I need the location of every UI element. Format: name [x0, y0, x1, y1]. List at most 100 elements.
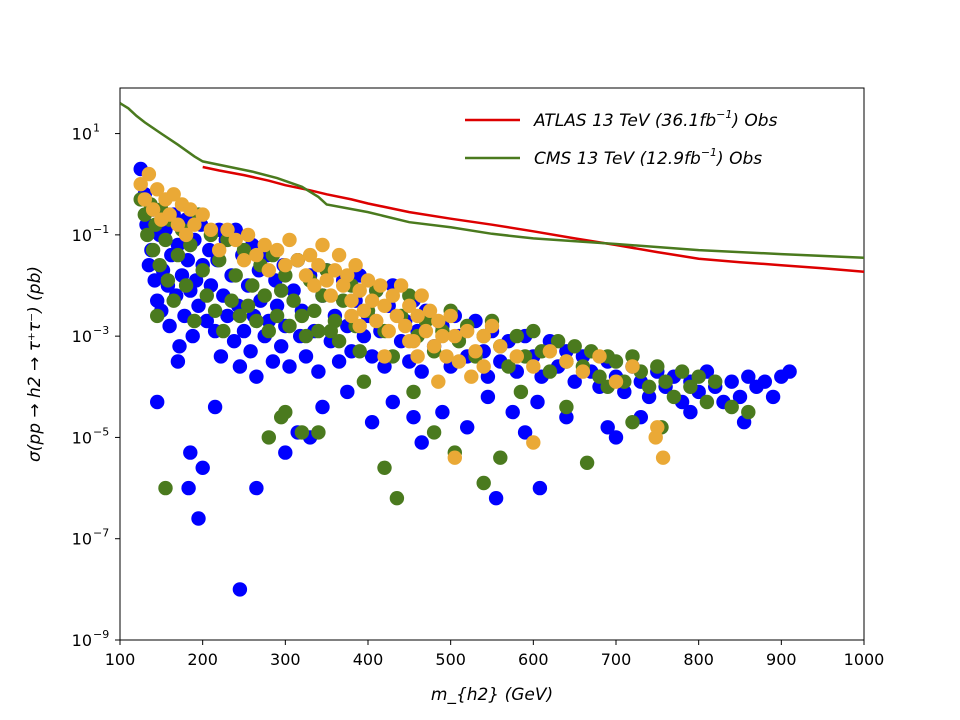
blue-point [311, 364, 326, 379]
orange-point [220, 222, 235, 237]
orange-point [290, 253, 305, 268]
orange-point [344, 293, 359, 308]
blue-point [414, 364, 429, 379]
orange-point [331, 247, 347, 263]
green-point [650, 359, 665, 374]
orange-point [625, 359, 640, 374]
green-point [240, 298, 256, 313]
blue-point [147, 273, 162, 288]
x-tick-label: 600 [518, 650, 549, 669]
x-tick-label: 500 [435, 650, 466, 669]
blue-point [226, 334, 242, 349]
blue-point [385, 394, 400, 410]
orange-point [133, 177, 148, 192]
blue-point [191, 511, 206, 526]
orange-point [212, 242, 227, 258]
y-tick-label: 10 [72, 125, 92, 144]
green-point [160, 273, 176, 288]
green-point [658, 374, 673, 389]
orange-point [183, 202, 198, 217]
green-point [323, 323, 338, 339]
green-point [278, 404, 293, 420]
green-point [691, 369, 706, 384]
orange-point [282, 232, 297, 248]
orange-point [447, 328, 462, 344]
orange-point [393, 278, 409, 293]
blue-point [199, 313, 214, 329]
blue-point [207, 399, 223, 415]
x-tick-label: 800 [683, 650, 714, 669]
x-tick-label: 300 [270, 650, 301, 669]
green-point [406, 384, 421, 400]
green-point [311, 425, 326, 440]
blue-point [567, 374, 582, 389]
green-point [158, 480, 173, 496]
legend-atlas-label: ATLAS 13 TeV (36.1fb−1) Obs [533, 108, 778, 131]
blue-point [183, 445, 198, 460]
green-point [625, 415, 640, 430]
blue-point [282, 359, 297, 374]
blue-point [340, 384, 355, 400]
orange-point [236, 253, 252, 268]
green-point [741, 404, 756, 420]
blue-point [480, 389, 496, 405]
x-tick-label: 400 [353, 650, 384, 669]
blue-point [435, 404, 450, 420]
orange-point [402, 298, 417, 313]
green-point [683, 379, 698, 394]
green-point [526, 323, 541, 339]
blue-point [232, 359, 248, 374]
cms-limit-line [120, 102, 864, 259]
green-point [152, 258, 167, 273]
blue-point [488, 491, 504, 506]
y-tick-label: 10 [72, 428, 92, 447]
blue-point [269, 298, 285, 313]
y-tick-exponent: −9 [93, 628, 109, 641]
green-point [501, 359, 516, 374]
orange-point [352, 318, 367, 334]
blue-point [505, 404, 520, 420]
legend: ATLAS 13 TeV (36.1fb−1) Obs CMS 13 TeV (… [465, 108, 778, 169]
blue-point [364, 349, 380, 364]
green-point [199, 288, 214, 303]
green-point [178, 278, 194, 293]
orange-point [381, 323, 396, 339]
orange-point [187, 217, 202, 232]
orange-point [356, 303, 372, 318]
green-point [274, 283, 289, 298]
orange-point [493, 339, 508, 354]
green-point [294, 425, 310, 440]
orange-point [389, 308, 405, 324]
blue-point [298, 349, 314, 364]
orange-point [307, 278, 322, 293]
blue-point [315, 399, 330, 415]
orange-point [377, 298, 392, 313]
orange-point [249, 247, 264, 263]
orange-point [240, 227, 256, 243]
green-point [666, 389, 682, 405]
green-point [592, 369, 607, 384]
green-point [187, 313, 202, 329]
green-point [269, 308, 285, 324]
green-point [298, 328, 314, 344]
blue-point [170, 237, 186, 253]
blue-point [414, 435, 429, 450]
orange-point [410, 308, 425, 324]
blue-point [757, 374, 772, 389]
orange-point [443, 308, 458, 324]
orange-point [302, 247, 318, 263]
y-tick-label: 10 [72, 226, 92, 245]
orange-point [526, 359, 541, 374]
green-point [140, 227, 155, 243]
orange-point [476, 328, 491, 344]
green-point [389, 491, 405, 506]
green-point [286, 293, 301, 308]
blue-point [406, 410, 421, 425]
y-tick-exponent: −3 [93, 324, 109, 337]
orange-point [298, 268, 314, 283]
orange-point [369, 313, 384, 329]
orange-point [447, 450, 462, 465]
green-point [724, 399, 739, 415]
orange-point [344, 308, 359, 324]
orange-point [431, 313, 446, 329]
